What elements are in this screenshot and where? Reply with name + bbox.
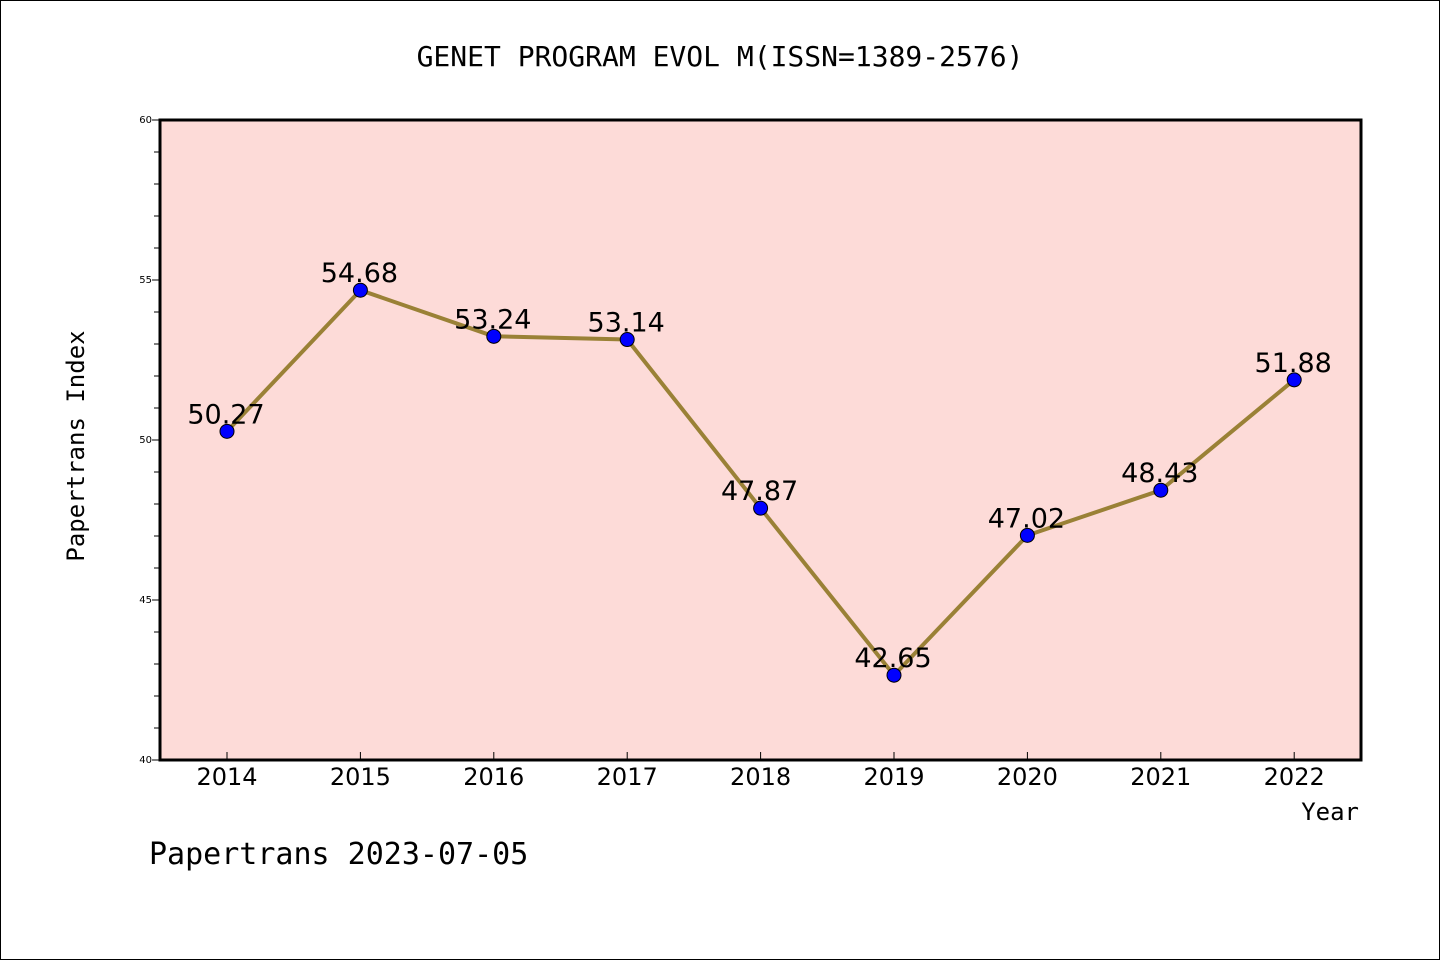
x-tick-label: 2017: [597, 763, 658, 791]
x-tick-label: 2018: [730, 763, 791, 791]
y-tick-label: 40: [139, 755, 152, 766]
data-label: 48.43: [1121, 458, 1198, 489]
x-tick-label: 2022: [1264, 763, 1325, 791]
y-tick-label: 45: [139, 595, 152, 606]
y-tick-label: 50: [139, 435, 152, 446]
x-axis: 2014 2015 2016 2017 2018 2019 2020 2021 2022: [196, 752, 1325, 791]
y-tick-label: 55: [139, 275, 152, 286]
x-tick-label: 2014: [196, 763, 257, 791]
y-axis: 40 45 50 55 60: [139, 115, 160, 766]
x-tick-label: 2021: [1130, 763, 1191, 791]
plot-border: [158, 118, 1363, 762]
data-labels: 50.27 54.68 53.24 53.14 47.87 42.65 47.02 48.43…: [187, 258, 1331, 674]
data-point: [352, 282, 368, 298]
data-label: 51.88: [1255, 348, 1332, 379]
data-label: 53.24: [454, 304, 531, 335]
data-point: [753, 500, 769, 516]
data-label: 47.02: [988, 503, 1065, 534]
data-label: 50.27: [187, 399, 264, 430]
y-tick-label: 60: [139, 115, 152, 126]
data-label: 42.65: [854, 643, 931, 674]
data-points: [219, 282, 1302, 683]
data-label: 53.14: [588, 308, 665, 339]
plot-area: [160, 120, 1361, 760]
data-label: 47.87: [721, 476, 798, 507]
chart-title: GENET PROGRAM EVOL M(ISSN=1389-2576): [417, 40, 1024, 73]
data-point: [619, 332, 635, 348]
data-point: [886, 667, 902, 683]
x-tick-label: 2016: [463, 763, 524, 791]
x-tick-label: 2020: [997, 763, 1058, 791]
x-tick-label: 2019: [863, 763, 924, 791]
data-point: [1286, 372, 1302, 388]
x-axis-label: Year: [1301, 798, 1359, 826]
data-point: [1019, 527, 1035, 543]
data-label: 54.68: [321, 258, 398, 289]
x-tick-label: 2015: [330, 763, 391, 791]
data-point: [1153, 482, 1169, 498]
data-point: [486, 328, 502, 344]
data-point: [219, 423, 235, 439]
footer-credit: Papertrans 2023-07-05: [149, 837, 528, 872]
y-axis-label: Papertrans Index: [62, 330, 90, 561]
